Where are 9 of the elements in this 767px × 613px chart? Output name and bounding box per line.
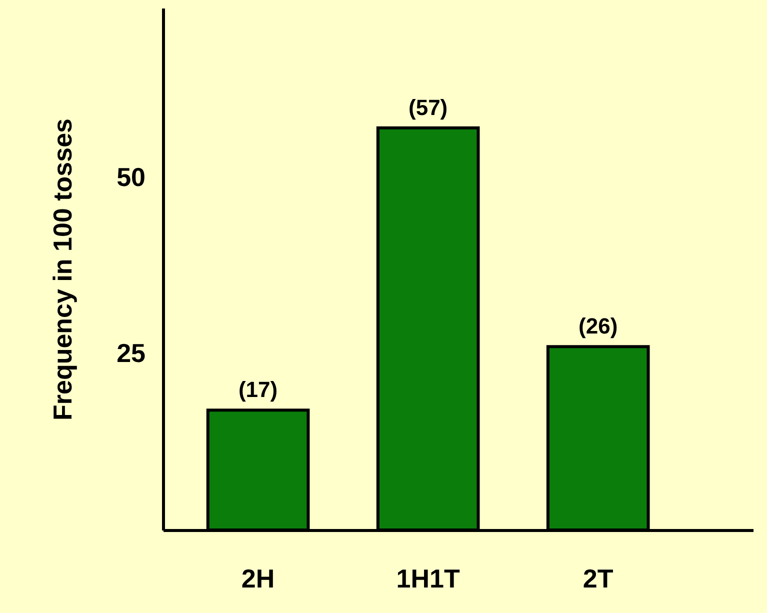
x-tick-label: 2H — [241, 564, 275, 594]
data-label: (17) — [238, 377, 278, 402]
x-tick-label: 2T — [582, 564, 614, 594]
data-label: (57) — [408, 94, 448, 120]
x-tick-label: 1H1T — [396, 564, 460, 594]
data-label: (26) — [578, 314, 618, 339]
y-axis-title: Frequency in 100 tosses — [48, 118, 78, 421]
y-tick-label: 50 — [116, 162, 146, 192]
y-tick-label: 25 — [116, 338, 146, 368]
